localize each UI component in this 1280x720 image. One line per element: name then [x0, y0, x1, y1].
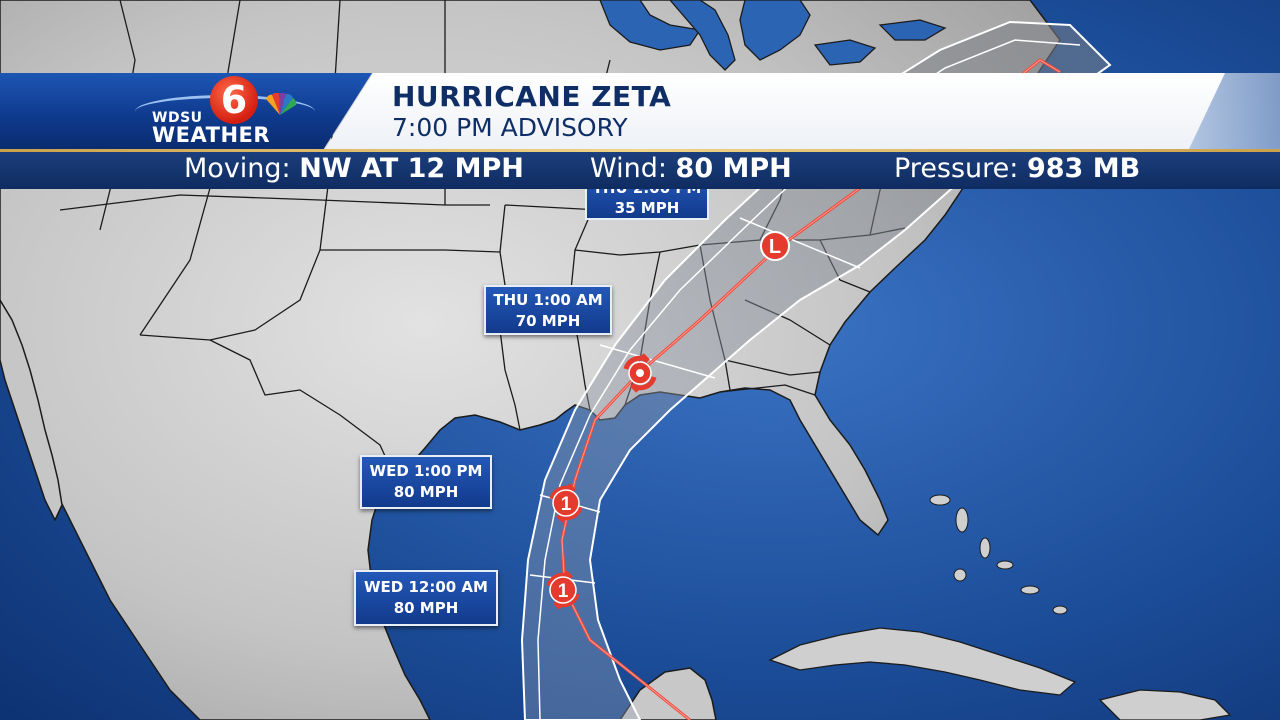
post-tropical-low-marker: L — [760, 231, 790, 261]
station-logo-panel: 6 WDSU WEATHER — [0, 73, 372, 149]
baja-peninsula — [0, 298, 63, 522]
category-1-label: 1 — [558, 581, 569, 602]
hurricane-symbol-icon — [623, 353, 657, 393]
hispaniola — [1098, 689, 1232, 720]
forecast-wind: 80 MPH — [393, 599, 459, 617]
storm-stats-bar: Moving: NW AT 12 MPH Wind: 80 MPH Pressu… — [0, 152, 1280, 189]
cuba — [768, 627, 1077, 696]
category-1-marker-wed-12am: 1 — [546, 570, 580, 610]
stat-pressure-value: 983 MB — [1026, 153, 1141, 184]
stat-moving-value: NW AT 12 MPH — [299, 153, 524, 184]
forecast-time: WED 1:00 PM — [369, 462, 483, 480]
forecast-wind: 80 MPH — [393, 483, 459, 501]
category-1-marker-wed-1pm: 1 — [549, 483, 583, 523]
forecast-time: THU 2:00 PM — [587, 189, 707, 198]
forecast-label-thu-1am: THU 1:00 AM 70 MPH — [484, 285, 612, 335]
bahamas — [929, 494, 1068, 615]
post-tropical-marker-label: L — [769, 236, 781, 258]
stat-wind: Wind: 80 MPH — [590, 153, 792, 184]
header-accent-line — [0, 149, 1280, 152]
station-product-name: WEATHER — [152, 123, 271, 147]
station-call-letters: WDSU — [152, 110, 203, 126]
stat-moving-label: Moving: — [184, 153, 291, 184]
channel-number-logo: 6 — [210, 76, 258, 124]
forecast-wind: 70 MPH — [515, 312, 581, 330]
advisory-time: 7:00 PM ADVISORY — [392, 113, 628, 142]
yucatan-peninsula — [619, 667, 717, 720]
nbc-peacock-icon — [266, 93, 297, 115]
stat-pressure-label: Pressure: — [894, 153, 1019, 184]
stat-wind-label: Wind: — [590, 153, 667, 184]
forecast-time: THU 1:00 AM — [493, 291, 603, 309]
forecast-wind: 35 MPH — [614, 199, 680, 217]
stat-moving: Moving: NW AT 12 MPH — [184, 153, 524, 184]
forecast-label-thu-2pm: THU 2:00 PM 35 MPH — [585, 189, 709, 220]
category-1-label: 1 — [561, 494, 572, 515]
stat-wind-value: 80 MPH — [675, 153, 792, 184]
forecast-time: WED 12:00 AM — [364, 578, 488, 596]
forecast-label-wed-1pm: WED 1:00 PM 80 MPH — [360, 455, 492, 509]
title-panel — [325, 73, 1225, 149]
great-lakes — [599, 0, 947, 71]
forecast-label-wed-12am: WED 12:00 AM 80 MPH — [354, 570, 498, 626]
stat-pressure: Pressure: 983 MB — [894, 153, 1140, 184]
storm-title: HURRICANE ZETA — [392, 80, 672, 113]
cone-inner-edge — [537, 39, 1081, 720]
